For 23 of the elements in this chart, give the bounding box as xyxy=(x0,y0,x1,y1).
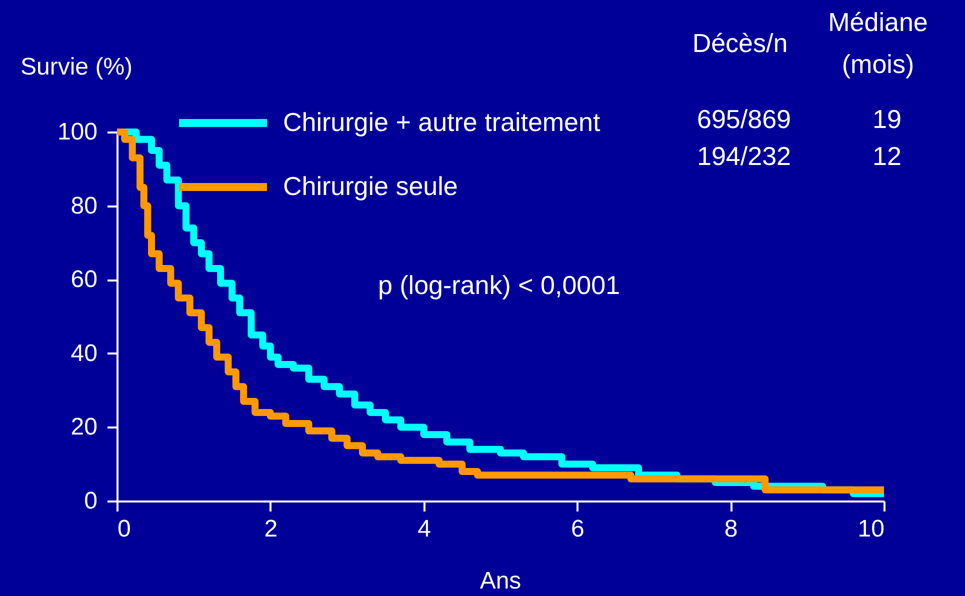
x-tick-label: 4 xyxy=(418,516,431,542)
annotation: 19 xyxy=(872,104,902,134)
x-tick-label: 10 xyxy=(858,516,884,542)
y-tick-label: 60 xyxy=(70,266,98,294)
y-tick-label: 0 xyxy=(84,488,98,514)
y-tick-label: 80 xyxy=(70,192,98,220)
annotation: 695/869 xyxy=(697,104,791,134)
y-tick-label: 40 xyxy=(70,340,98,367)
x-tick-label: 0 xyxy=(118,516,131,542)
y-axis-title: Survie (%) xyxy=(20,54,133,80)
y-tick-label: 20 xyxy=(70,414,98,441)
legend-label: Chirurgie + autre traitement xyxy=(283,107,601,137)
text: Médiane (mois) xyxy=(828,7,928,79)
x-tick-label: 2 xyxy=(264,516,278,542)
x-axis-title: Ans xyxy=(480,568,522,594)
text: Décès/n xyxy=(692,28,788,58)
annotation: p (log-rank) < 0,0001 xyxy=(378,270,620,300)
y-tick-label: 100 xyxy=(57,118,98,146)
annotation: 194/232 xyxy=(697,141,791,171)
x-tick-label: 8 xyxy=(724,516,738,542)
legend-label: Chirurgie seule xyxy=(283,171,458,201)
annotation: 12 xyxy=(872,141,902,171)
x-tick-label: 6 xyxy=(571,516,584,542)
